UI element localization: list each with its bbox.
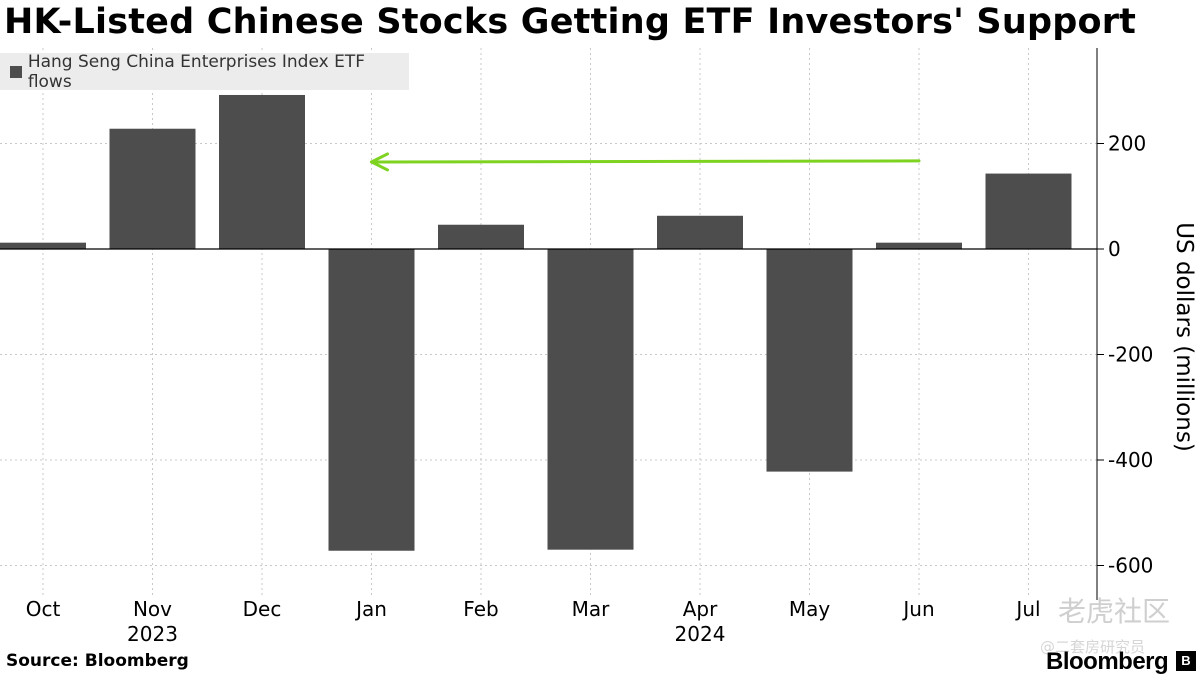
annotation-arrow-shaft [370, 159, 921, 164]
brand-mark-icon: B [1176, 651, 1196, 671]
y-tick-label: -600 [1108, 554, 1153, 578]
x-tick-label: Jan [354, 597, 387, 621]
x-tick-label: May [789, 597, 831, 621]
legend-label: Hang Seng China Enterprises Index ETF fl… [27, 51, 365, 92]
x-tick-label: Dec [243, 597, 282, 621]
x-tick-label: Feb [463, 597, 498, 621]
x-tick-label: Jul [1014, 597, 1040, 621]
x-tick-label: Jun [901, 597, 934, 621]
brand-logo: Bloomberg [1046, 648, 1169, 675]
y-axis-label: US dollars (millions) [1171, 222, 1197, 452]
watermark-subtext: @二套房研究员 [1040, 638, 1146, 656]
bar-oct [0, 242, 86, 249]
annotation-arrow-head [370, 152, 389, 172]
bar-mar [547, 249, 634, 550]
y-tick-label: 200 [1108, 132, 1146, 156]
bar-may [766, 249, 853, 472]
y-tick-label: 0 [1108, 237, 1121, 261]
bar-jun [876, 242, 962, 249]
y-tick-label: -400 [1108, 448, 1153, 472]
x-tick-label: Mar [572, 597, 611, 621]
bar-apr [657, 215, 743, 249]
bar-jul [985, 173, 1072, 249]
x-year-label: 2024 [675, 622, 726, 646]
source-note: Source: Bloomberg [6, 651, 189, 671]
x-tick-label: Nov [133, 597, 172, 621]
y-tick-label: -200 [1108, 343, 1153, 367]
bar-jan [328, 249, 415, 551]
legend-swatch [10, 65, 22, 78]
x-tick-label: Apr [683, 597, 718, 621]
chart-title: HK-Listed Chinese Stocks Getting ETF Inv… [4, 2, 1137, 42]
bar-nov [109, 128, 196, 249]
chart-legend: Hang Seng China Enterprises Index ETF fl… [0, 51, 409, 92]
watermark-text: 老虎社区 [1058, 595, 1171, 628]
x-tick-label: Oct [26, 597, 61, 621]
x-year-label: 2023 [127, 622, 178, 646]
bar-dec [219, 94, 305, 249]
bar-feb [438, 224, 524, 249]
